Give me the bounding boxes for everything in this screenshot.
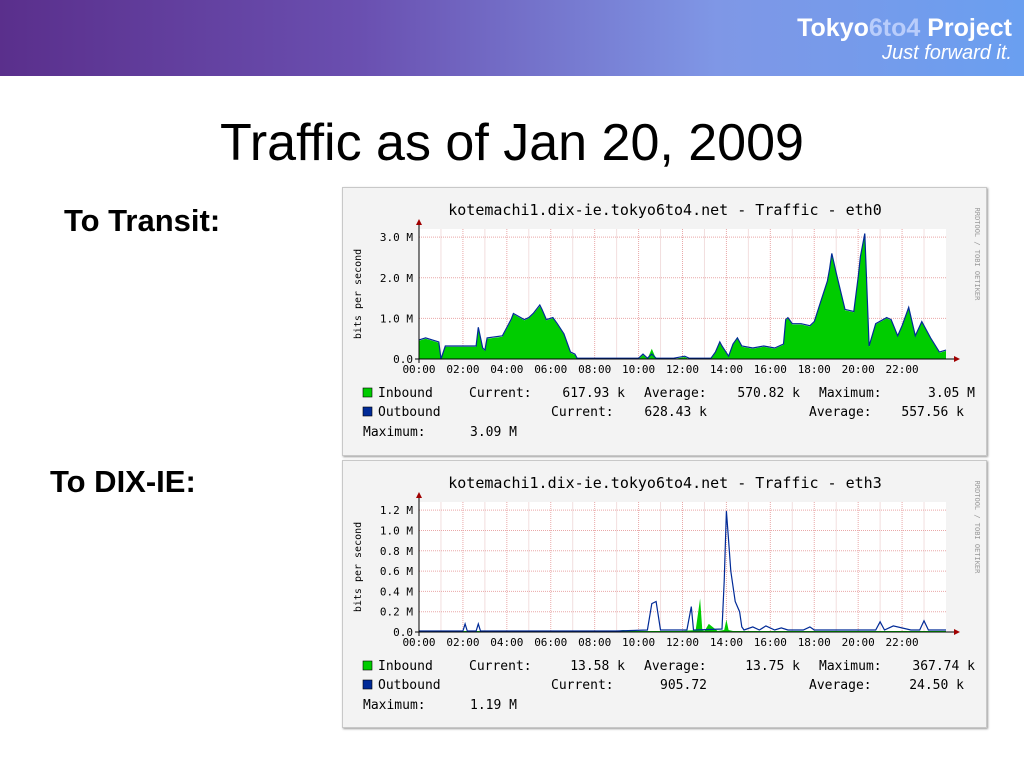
series-line-outbound (419, 511, 946, 632)
x-tick-label: 18:00 (798, 363, 831, 376)
x-tick-label: 16:00 (754, 363, 787, 376)
x-tick-label: 08:00 (578, 636, 611, 649)
y-axis-label: bits per second (353, 249, 364, 339)
legend-maximum-label: Maximum: (819, 659, 882, 674)
x-tick-label: 22:00 (886, 363, 919, 376)
legend-swatch-inbound (362, 660, 373, 671)
y-tick-label: 0.0 (393, 353, 413, 366)
x-tick-label: 04:00 (490, 636, 523, 649)
legend-maximum-label: Maximum: (363, 425, 426, 440)
legend-average-label: Average: (644, 659, 707, 674)
legend-current-label: Current: (469, 659, 532, 674)
x-tick-label: 04:00 (490, 363, 523, 376)
brand-part-6to4: 6to4 (868, 14, 921, 42)
legend-inbound-current: 13.58 k (570, 659, 625, 674)
x-tick-label: 06:00 (534, 363, 567, 376)
series-line-outbound (418, 233, 947, 360)
slide-title: Traffic as of Jan 20, 2009 (220, 114, 804, 172)
legend-outbound-current: 628.43 k (644, 405, 707, 420)
x-axis-arrow (954, 629, 960, 635)
legend-average-label: Average: (644, 386, 707, 401)
legend-inbound-average: 570.82 k (737, 386, 800, 401)
legend-average-label: Average: (809, 405, 872, 420)
y-tick-label: 0.2 M (380, 606, 413, 619)
x-tick-label: 18:00 (798, 636, 831, 649)
y-tick-label: 0.4 M (380, 585, 413, 598)
legend-name-outbound: Outbound (378, 678, 441, 693)
y-axis-label: bits per second (353, 522, 364, 612)
x-tick-label: 02:00 (446, 363, 479, 376)
section-label-transit: To Transit: (64, 203, 221, 238)
legend-outbound-average: 24.50 k (909, 678, 964, 693)
legend-current-label: Current: (551, 678, 614, 693)
slide-header-banner: Tokyo6to4 Project Just forward it. (0, 0, 1024, 76)
legend-name-outbound: Outbound (378, 405, 441, 420)
x-tick-label: 10:00 (622, 636, 655, 649)
section-label-dix-ie: To DIX-IE: (50, 464, 196, 499)
x-tick-label: 00:00 (402, 363, 435, 376)
rrdtool-watermark: RRDTOOL / TOBI OETIKER (973, 481, 981, 575)
legend-outbound-maximum: 3.09 M (470, 425, 517, 440)
x-axis-arrow (954, 356, 960, 362)
y-tick-label: 1.0 M (380, 524, 413, 537)
traffic-graph-eth3: 00:00 02:00 04:00 06:00 08:00 10:00 12:00 14:00… (342, 460, 987, 728)
chart-title: kotemachi1.dix-ie.tokyo6to4.net - Traffi… (448, 474, 881, 492)
y-axis-arrow (416, 492, 422, 498)
y-tick-label: 0.0 (393, 626, 413, 639)
traffic-graph-eth0: 00:00 02:00 04:00 06:00 08:00 10:00 12:00 14:00… (342, 187, 987, 456)
legend-outbound-average: 557.56 k (901, 405, 964, 420)
x-tick-label: 14:00 (710, 636, 743, 649)
y-tick-label: 2.0 M (380, 272, 413, 285)
y-axis-arrow (416, 219, 422, 225)
legend-average-label: Average: (809, 678, 872, 693)
series-area-inbound (419, 235, 946, 359)
x-tick-label: 10:00 (622, 363, 655, 376)
x-tick-label: 02:00 (446, 636, 479, 649)
legend-outbound-maximum: 1.19 M (470, 698, 517, 713)
legend-inbound-current: 617.93 k (562, 386, 625, 401)
rrdtool-watermark: RRDTOOL / TOBI OETIKER (973, 208, 981, 302)
x-tick-label: 06:00 (534, 636, 567, 649)
brand-part-tokyo: Tokyo (797, 14, 869, 42)
y-tick-label: 3.0 M (380, 231, 413, 244)
x-tick-label: 20:00 (842, 363, 875, 376)
legend-maximum-label: Maximum: (363, 698, 426, 713)
legend-inbound-average: 13.75 k (745, 659, 800, 674)
legend-outbound-current: 905.72 (660, 678, 707, 693)
x-tick-label: 14:00 (710, 363, 743, 376)
y-tick-label: 1.0 M (380, 312, 413, 325)
legend-maximum-label: Maximum: (819, 386, 882, 401)
x-tick-label: 12:00 (666, 636, 699, 649)
traffic-chart-eth0: 00:00 02:00 04:00 06:00 08:00 10:00 12:00 14:00… (353, 201, 981, 440)
legend-current-label: Current: (469, 386, 532, 401)
x-tick-label: 20:00 (842, 636, 875, 649)
legend-name-inbound: Inbound (378, 386, 433, 401)
x-tick-label: 08:00 (578, 363, 611, 376)
brand-part-project: Project (920, 14, 1012, 42)
brand-block: Tokyo6to4 Project Just forward it. (797, 14, 1012, 64)
legend-swatch-inbound (362, 387, 373, 398)
traffic-chart-eth3: 00:00 02:00 04:00 06:00 08:00 10:00 12:00 14:00… (353, 474, 981, 713)
y-tick-label: 0.6 M (380, 565, 413, 578)
y-tick-label: 0.8 M (380, 545, 413, 558)
legend-inbound-maximum: 3.05 M (928, 386, 975, 401)
legend-swatch-outbound (362, 679, 373, 690)
legend-name-inbound: Inbound (378, 659, 433, 674)
brand-tagline: Just forward it. (881, 42, 1012, 64)
y-tick-label: 1.2 M (380, 504, 413, 517)
brand-logo-text: Tokyo6to4 Project (797, 14, 1012, 42)
legend-inbound-maximum: 367.74 k (912, 659, 975, 674)
legend-swatch-outbound (362, 406, 373, 417)
x-tick-label: 16:00 (754, 636, 787, 649)
legend-current-label: Current: (551, 405, 614, 420)
x-tick-label: 00:00 (402, 636, 435, 649)
x-tick-label: 22:00 (886, 636, 919, 649)
x-tick-label: 12:00 (666, 363, 699, 376)
chart-title: kotemachi1.dix-ie.tokyo6to4.net - Traffi… (448, 201, 881, 219)
